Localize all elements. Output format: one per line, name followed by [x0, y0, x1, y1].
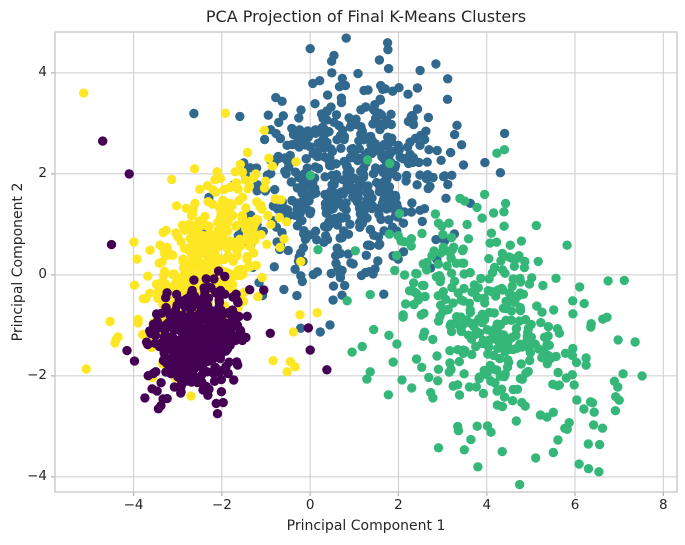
x-tick-label: 2: [394, 497, 403, 513]
x-tick-label: 6: [570, 497, 580, 513]
y-tick-label: 2: [38, 164, 47, 181]
chart-title: PCA Projection of Final K-Means Clusters: [205, 7, 527, 26]
scatter-points: [79, 33, 647, 490]
x-tick-label: 0: [305, 497, 315, 513]
x-tick-label: 4: [482, 497, 492, 513]
x-tick-label: 8: [659, 497, 668, 513]
axes-background: [55, 32, 677, 492]
axes-spines: [54, 31, 678, 493]
cluster-2-green: [305, 145, 647, 490]
x-tick-label: −4: [123, 497, 144, 513]
x-tick-label: −2: [211, 497, 232, 513]
y-tick-label: 0: [38, 265, 47, 282]
y-tick-label: −4: [27, 467, 47, 484]
x-axis-label: Principal Component 1: [286, 518, 446, 534]
cluster-0-purple: [98, 136, 332, 419]
y-axis-label: Principal Component 2: [10, 182, 26, 342]
y-tick-label: 4: [38, 63, 47, 80]
y-tick-label: −2: [27, 366, 47, 383]
